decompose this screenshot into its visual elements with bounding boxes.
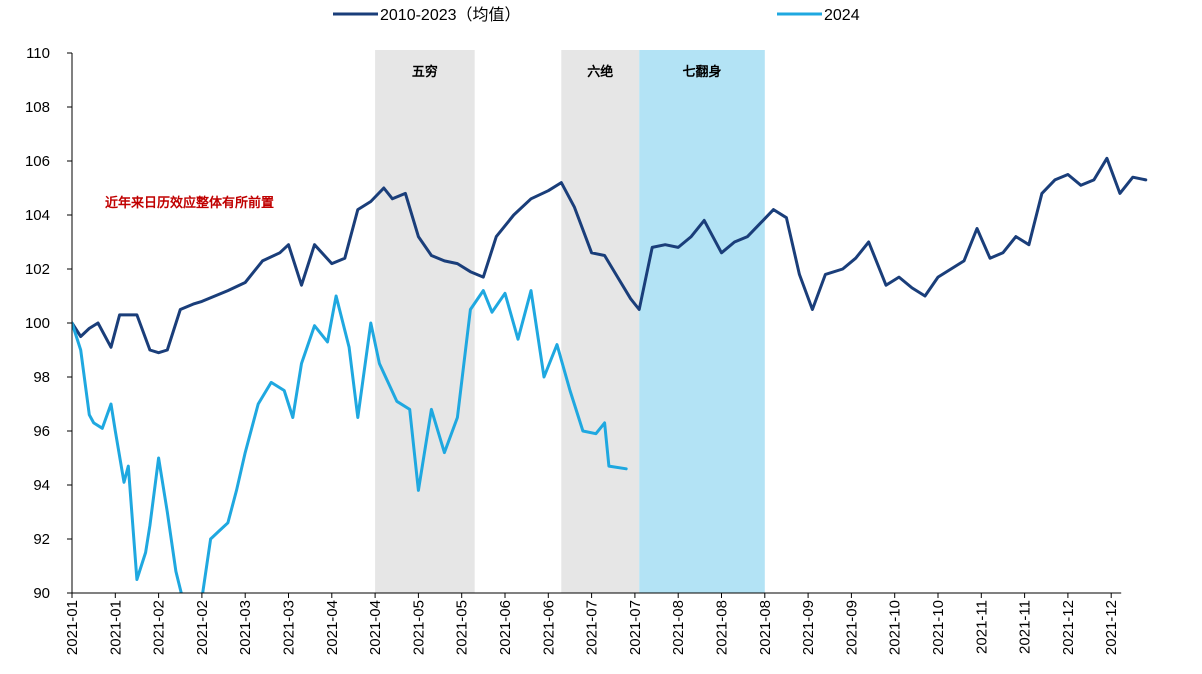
x-tick-label: 2021-05 [454,600,471,655]
x-tick-label: 2021-09 [800,600,817,655]
x-tick-label: 2021-08 [670,600,687,655]
y-tick-label: 104 [25,207,50,224]
x-tick-label: 2021-03 [281,600,298,655]
y-tick-label: 106 [25,153,50,170]
x-tick-label: 2021-07 [584,600,601,655]
series-line-2024 [72,289,628,593]
x-tick-label: 2021-10 [930,600,947,655]
highlight-band [639,50,765,593]
x-tick-label: 2021-01 [107,600,124,655]
legend-label: 2010-2023（均值） [380,6,521,24]
x-tick-label: 2021-02 [151,600,168,655]
x-tick-label: 2021-07 [627,600,644,655]
y-tick-label: 100 [25,315,50,332]
y-tick-label: 98 [33,369,50,386]
x-tick-label: 2021-10 [887,600,904,655]
x-tick-label: 2021-02 [194,600,211,655]
highlight-band [561,50,640,593]
x-tick-label: 2021-04 [324,600,341,655]
x-tick-label: 2021-12 [1060,600,1077,655]
x-tick-label: 2021-11 [1017,600,1034,654]
y-tick-label: 94 [33,477,50,494]
x-tick-label: 2021-08 [757,600,774,655]
series-layer [72,156,1148,593]
y-axis: 90 92 94 96 98 100 102 104 106 108 110 [25,45,73,602]
bands-layer: 五穷 六绝 七翻身 [375,50,765,593]
x-tick-label: 2021-11 [973,600,990,654]
y-tick-label: 96 [33,423,50,440]
legend: 2010-2023（均值） 2024 [333,6,860,24]
x-tick-label: 2021-08 [714,600,731,655]
x-tick-label: 2021-05 [410,600,427,655]
x-tick-label: 2021-06 [497,600,514,655]
y-tick-label: 90 [33,585,50,602]
x-tick-label: 2021-09 [843,600,860,655]
y-tick-label: 110 [26,45,50,62]
legend-label: 2024 [824,7,860,24]
chart-annotation: 近年来日历效应整体有所前置 [105,195,274,211]
highlight-band [375,50,475,593]
band-label: 六绝 [587,64,613,80]
band-label: 五穷 [412,64,438,80]
y-tick-label: 92 [33,531,50,548]
x-tick-label: 2021-12 [1103,600,1120,655]
series-line-average [72,156,1148,355]
x-tick-label: 2021-06 [540,600,557,655]
x-tick-label: 2021-03 [237,600,254,655]
y-tick-label: 108 [25,99,50,116]
x-tick-label: 2021-01 [64,600,81,655]
x-tick-label: 2021-04 [367,600,384,655]
y-tick-label: 102 [25,261,50,278]
x-axis: 2021-01 2021-01 2021-02 2021-02 2021-03 2021-… [64,592,1122,655]
band-label: 七翻身 [683,64,722,80]
